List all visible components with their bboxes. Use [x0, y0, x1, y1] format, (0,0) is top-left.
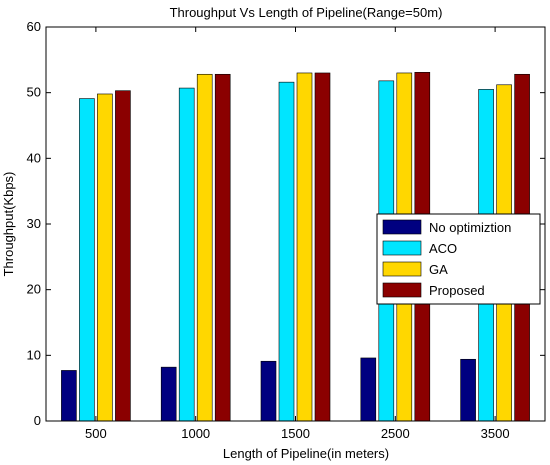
legend-label: GA [429, 262, 448, 277]
x-tick-label: 500 [85, 426, 107, 441]
bar-ga-1000 [196, 73, 213, 422]
bar-proposed-500 [115, 90, 131, 422]
bar-ga-1500 [296, 72, 313, 422]
legend-swatch [382, 240, 422, 256]
bar-aco-500 [79, 98, 95, 422]
x-tick-label: 1000 [181, 426, 210, 441]
y-tick-label: 10 [27, 347, 41, 362]
bar-proposed-1500 [314, 72, 331, 422]
legend-swatch [382, 282, 422, 298]
bar-ga-500 [97, 93, 113, 422]
x-tick-label: 3500 [481, 426, 510, 441]
legend-swatch [382, 219, 422, 235]
bar-no-optimiztion-500 [61, 370, 77, 422]
ticks-layer: 0 10 20 30 40 50 60 500 1000 1500 2500 3500 [27, 19, 545, 441]
y-tick-label: 0 [34, 413, 41, 428]
bars-layer [61, 72, 530, 422]
bar-no-optimiztion-1500 [260, 360, 277, 422]
bar-no-optimiztion-1000 [160, 366, 177, 422]
y-tick-label: 60 [27, 19, 41, 34]
legend-label: ACO [429, 241, 457, 256]
y-tick-label: 30 [27, 216, 41, 231]
y-tick-label: 50 [27, 85, 41, 100]
y-axis-title: Throughput(Kbps) [1, 172, 16, 277]
x-axis-title: Length of Pipeline(in meters) [223, 446, 389, 461]
bar-aco-1500 [278, 81, 295, 422]
bar-no-optimiztion-3500 [460, 358, 476, 422]
legend-label: Proposed [429, 283, 485, 298]
x-tick-label: 2500 [381, 426, 410, 441]
legend-label: No optimiztion [429, 220, 511, 235]
y-tick-label: 20 [27, 282, 41, 297]
legend-swatch [382, 261, 422, 277]
bar-proposed-1000 [214, 73, 231, 422]
x-tick-label: 1500 [281, 426, 310, 441]
bar-aco-1000 [178, 87, 195, 422]
y-tick-label: 40 [27, 150, 41, 165]
bar-no-optimiztion-2500 [360, 357, 377, 422]
chart-title: Throughput Vs Length of Pipeline(Range=5… [170, 5, 443, 20]
legend: No optimiztion ACO GA Proposed [376, 213, 541, 305]
